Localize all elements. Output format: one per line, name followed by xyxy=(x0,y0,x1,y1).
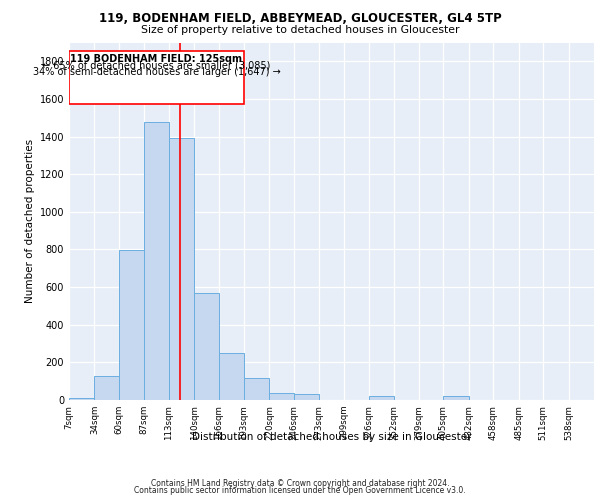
Text: 119, BODENHAM FIELD, ABBEYMEAD, GLOUCESTER, GL4 5TP: 119, BODENHAM FIELD, ABBEYMEAD, GLOUCEST… xyxy=(98,12,502,26)
Bar xyxy=(119,250,144,400)
Text: Distribution of detached houses by size in Gloucester: Distribution of detached houses by size … xyxy=(192,432,472,442)
Text: Size of property relative to detached houses in Gloucester: Size of property relative to detached ho… xyxy=(141,25,459,35)
FancyBboxPatch shape xyxy=(69,51,244,104)
Bar xyxy=(194,292,218,400)
Y-axis label: Number of detached properties: Number of detached properties xyxy=(25,139,35,304)
Bar xyxy=(369,396,394,400)
Bar xyxy=(69,398,94,400)
Bar xyxy=(144,122,169,400)
Bar xyxy=(218,353,244,400)
Bar xyxy=(294,394,319,400)
Bar xyxy=(169,138,194,400)
Text: 119 BODENHAM FIELD: 125sqm: 119 BODENHAM FIELD: 125sqm xyxy=(71,54,242,64)
Text: 34% of semi-detached houses are larger (1,647) →: 34% of semi-detached houses are larger (… xyxy=(32,67,280,77)
Text: Contains public sector information licensed under the Open Government Licence v3: Contains public sector information licen… xyxy=(134,486,466,495)
Bar xyxy=(269,394,294,400)
Bar xyxy=(244,378,269,400)
Text: ← 65% of detached houses are smaller (3,085): ← 65% of detached houses are smaller (3,… xyxy=(43,60,271,70)
Bar xyxy=(94,376,119,400)
Bar xyxy=(443,396,469,400)
Text: Contains HM Land Registry data © Crown copyright and database right 2024.: Contains HM Land Registry data © Crown c… xyxy=(151,478,449,488)
